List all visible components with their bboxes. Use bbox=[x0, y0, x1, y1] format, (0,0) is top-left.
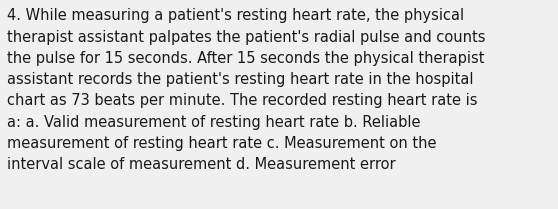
Text: 4. While measuring a patient's resting heart rate, the physical
therapist assist: 4. While measuring a patient's resting h… bbox=[7, 8, 485, 172]
